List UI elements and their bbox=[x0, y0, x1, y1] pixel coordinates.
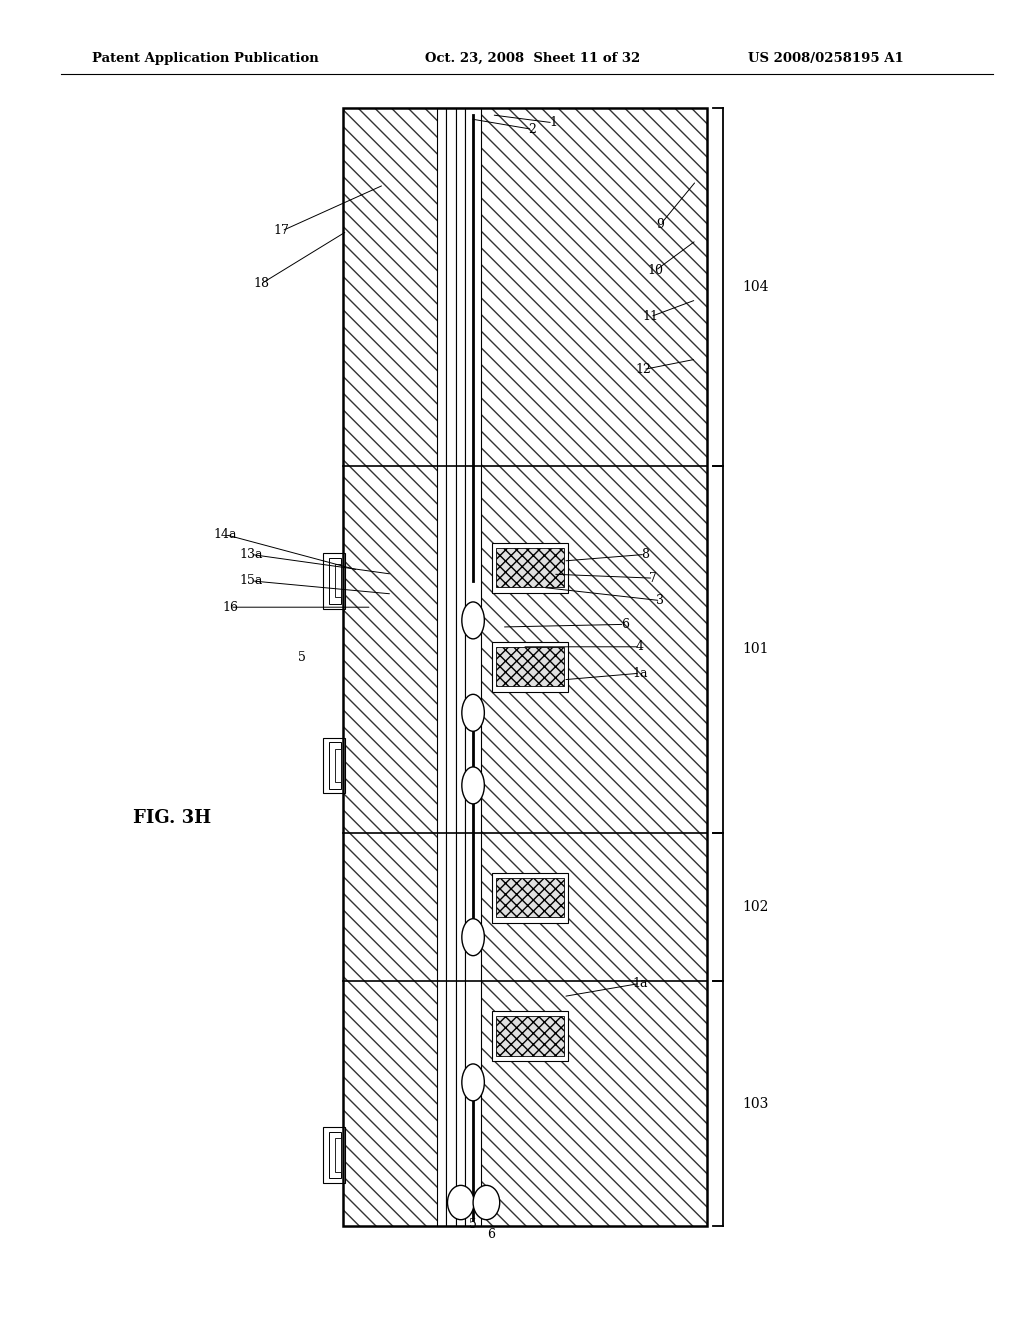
Circle shape bbox=[447, 1185, 474, 1220]
Text: 17: 17 bbox=[273, 224, 290, 238]
Bar bbox=[456, 108, 465, 1226]
Text: 5: 5 bbox=[298, 651, 306, 664]
Text: Oct. 23, 2008  Sheet 11 of 32: Oct. 23, 2008 Sheet 11 of 32 bbox=[425, 51, 640, 65]
Text: 18: 18 bbox=[253, 277, 269, 290]
Text: Patent Application Publication: Patent Application Publication bbox=[92, 51, 318, 65]
Bar bbox=[323, 553, 345, 609]
Bar bbox=[323, 1127, 345, 1183]
Ellipse shape bbox=[462, 602, 484, 639]
Bar bbox=[437, 108, 446, 1226]
Ellipse shape bbox=[462, 694, 484, 731]
Text: 15a: 15a bbox=[240, 574, 262, 587]
Text: 104: 104 bbox=[742, 280, 769, 294]
Text: 10: 10 bbox=[647, 264, 664, 277]
Bar bbox=[335, 564, 341, 598]
Bar bbox=[496, 878, 564, 917]
Bar bbox=[329, 742, 341, 789]
Bar bbox=[335, 748, 341, 783]
Bar bbox=[496, 1016, 564, 1056]
Bar bbox=[335, 1138, 341, 1172]
Bar bbox=[465, 108, 481, 1226]
Text: FIG. 3H: FIG. 3H bbox=[133, 809, 211, 828]
Bar bbox=[446, 108, 456, 1226]
Text: 9: 9 bbox=[656, 218, 665, 231]
Text: 1a: 1a bbox=[632, 977, 648, 990]
Text: 1: 1 bbox=[549, 116, 557, 129]
Text: 2: 2 bbox=[528, 123, 537, 136]
Bar bbox=[496, 548, 564, 587]
Text: 6: 6 bbox=[621, 618, 629, 631]
Bar bbox=[492, 1011, 568, 1061]
Text: 11: 11 bbox=[642, 310, 658, 323]
Bar bbox=[343, 108, 437, 1226]
Bar bbox=[492, 873, 568, 923]
Bar bbox=[343, 108, 707, 1226]
Bar bbox=[492, 543, 568, 593]
Text: 5: 5 bbox=[469, 1218, 477, 1232]
Text: 101: 101 bbox=[742, 643, 769, 656]
Bar bbox=[323, 738, 345, 793]
Text: 1a: 1a bbox=[632, 667, 648, 680]
Text: US 2008/0258195 A1: US 2008/0258195 A1 bbox=[748, 51, 903, 65]
Bar bbox=[343, 108, 707, 1226]
Bar bbox=[329, 1131, 341, 1179]
Ellipse shape bbox=[462, 1064, 484, 1101]
Text: 16: 16 bbox=[222, 601, 239, 614]
Text: 103: 103 bbox=[742, 1097, 769, 1110]
Bar bbox=[329, 557, 341, 605]
Ellipse shape bbox=[462, 767, 484, 804]
Bar bbox=[492, 642, 568, 692]
Text: 3: 3 bbox=[656, 594, 665, 607]
Text: 4: 4 bbox=[636, 640, 644, 653]
Text: 4: 4 bbox=[459, 1205, 467, 1218]
Text: 14a: 14a bbox=[214, 528, 237, 541]
Text: 6: 6 bbox=[487, 1228, 496, 1241]
Circle shape bbox=[473, 1185, 500, 1220]
Ellipse shape bbox=[462, 919, 484, 956]
Bar bbox=[481, 108, 707, 1226]
Text: 102: 102 bbox=[742, 900, 769, 913]
Text: 12: 12 bbox=[635, 363, 651, 376]
Text: 13a: 13a bbox=[240, 548, 262, 561]
Text: 8: 8 bbox=[641, 548, 649, 561]
Text: 7: 7 bbox=[649, 572, 657, 585]
Bar bbox=[496, 647, 564, 686]
